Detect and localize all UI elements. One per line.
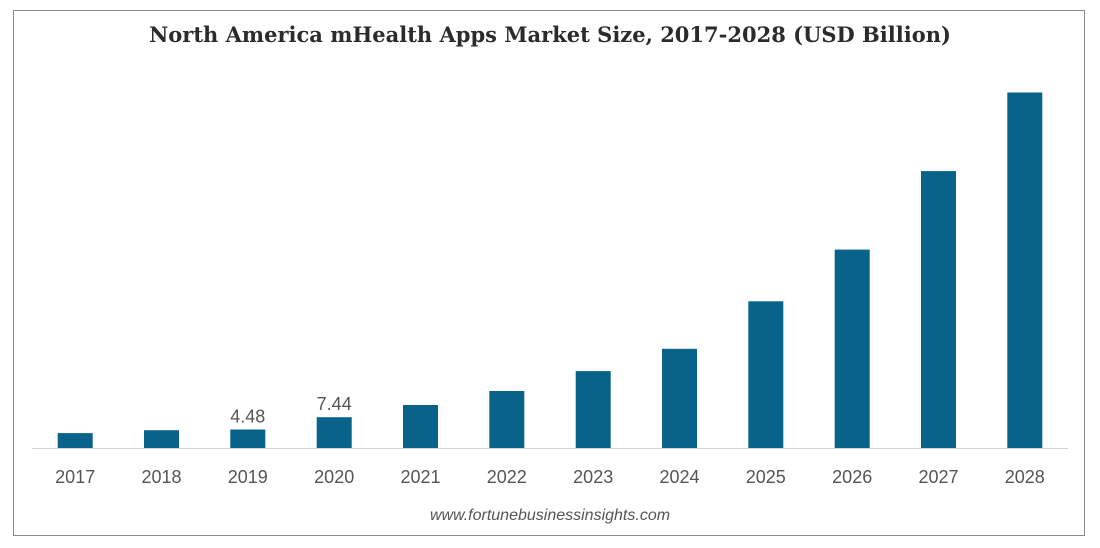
x-tick-label-2026: 2026: [832, 467, 872, 487]
x-tick-label-2027: 2027: [918, 467, 958, 487]
bar-2023: [575, 371, 611, 448]
x-tick-label-2025: 2025: [746, 467, 786, 487]
bar-2028: [1007, 92, 1043, 448]
x-tick-label-2022: 2022: [487, 467, 527, 487]
bar-2018: [144, 430, 179, 448]
x-tick-label-2017: 2017: [55, 467, 95, 487]
bar-2024: [662, 348, 697, 448]
data-label-2020: 7.44: [317, 394, 352, 414]
data-label-2019: 4.48: [230, 407, 265, 427]
bar-2027: [921, 171, 956, 448]
x-tick-label-2020: 2020: [314, 467, 354, 487]
bar-2017: [57, 433, 93, 448]
bar-2020: [316, 417, 352, 448]
x-tick-label-2019: 2019: [228, 467, 268, 487]
x-tick-label-2018: 2018: [141, 467, 181, 487]
chart-title: North America mHealth Apps Market Size, …: [149, 22, 951, 47]
bar-2025: [748, 301, 784, 448]
x-tick-label-2023: 2023: [573, 467, 613, 487]
bar-2022: [489, 391, 525, 448]
x-tick-label-2021: 2021: [400, 467, 440, 487]
bar-2021: [403, 405, 438, 448]
x-tick-label-2024: 2024: [659, 467, 699, 487]
x-tick-label-2028: 2028: [1005, 467, 1045, 487]
source-text: www.fortunebusinessinsights.com: [429, 507, 671, 524]
bar-2026: [834, 249, 870, 448]
bar-2019: [230, 429, 266, 448]
